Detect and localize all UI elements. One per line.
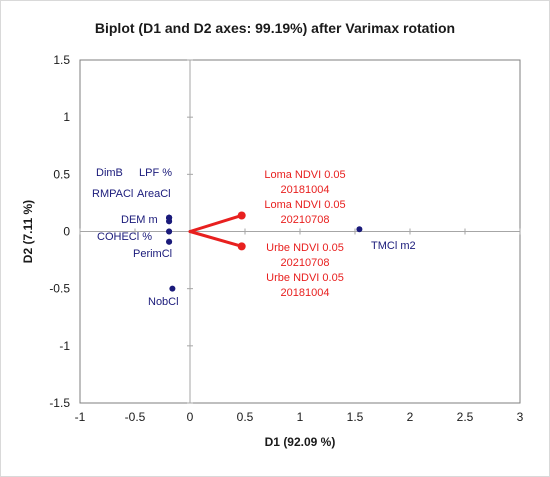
x-tick-label: 0 — [187, 410, 194, 424]
variable-vector-head-1 — [237, 211, 246, 220]
variable-label-1: 20210708 — [281, 214, 330, 226]
variable-vector-1 — [188, 213, 244, 233]
variable-label-1: Loma NDVI 0.05 — [264, 169, 345, 181]
variable-vector-head-2 — [237, 242, 246, 251]
y-tick-label: -0.5 — [49, 282, 70, 296]
x-tick-label: 2.5 — [457, 410, 474, 424]
x-tick-label: 2 — [407, 410, 414, 424]
variable-label-2: 20181004 — [281, 287, 330, 299]
observation-label-nobcl: NobCl — [148, 296, 179, 308]
y-tick-label: 0.5 — [53, 167, 70, 181]
x-axis-label: D1 (92.09 %) — [265, 435, 336, 449]
variable-label-2: 20210708 — [281, 257, 330, 269]
chart-title: Biplot (D1 and D2 axes: 99.19%) after Va… — [95, 20, 455, 36]
y-tick-label: 1 — [63, 110, 70, 124]
observation-label-lpf: LPF % — [139, 167, 172, 179]
variable-vector-2 — [188, 230, 244, 248]
y-tick-label: -1 — [59, 339, 70, 353]
y-tick-label: 1.5 — [53, 53, 70, 67]
observation-cluster-point — [166, 218, 173, 225]
observation-label-perimcl: PerimCl — [133, 248, 172, 260]
x-tick-label: 1 — [297, 410, 304, 424]
variable-label-2: Urbe NDVI 0.05 — [266, 242, 344, 254]
observation-cluster-point — [166, 228, 173, 235]
observation-point-nobcl — [169, 285, 176, 292]
y-tick-label: -1.5 — [49, 396, 70, 410]
variable-label-2: Urbe NDVI 0.05 — [266, 272, 344, 284]
x-tick-label: 1.5 — [347, 410, 364, 424]
x-tick-label: 0.5 — [237, 410, 254, 424]
observation-label-dimb: DimB — [96, 167, 123, 179]
observation-point-tmcl-m2 — [356, 226, 363, 233]
x-tick-label: -0.5 — [125, 410, 146, 424]
variable-label-1: Loma NDVI 0.05 — [264, 199, 345, 211]
x-tick-label: 3 — [517, 410, 524, 424]
observation-label-dem-m: DEM m — [121, 214, 158, 226]
observation-label-cohecl: COHECl % — [97, 231, 152, 243]
x-tick-label: -1 — [75, 410, 86, 424]
observation-label-tmcl-m2: TMCl m2 — [371, 240, 416, 252]
observation-label-rmpacl: RMPACl — [92, 188, 133, 200]
y-axis-label: D2 (7.11 %) — [21, 200, 35, 263]
variable-label-1: 20181004 — [281, 184, 330, 196]
observation-cluster-point — [166, 238, 173, 245]
y-tick-label: 0 — [63, 225, 70, 239]
observation-label-areacl: AreaCl — [137, 188, 171, 200]
